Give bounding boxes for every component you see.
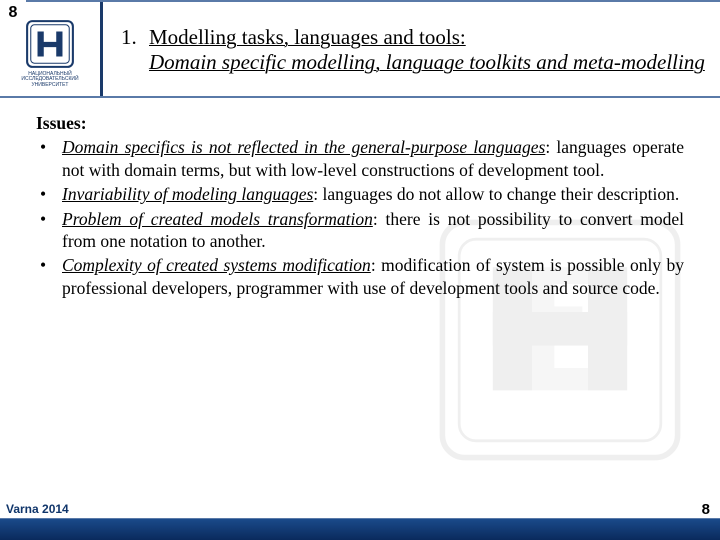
footer-bar bbox=[0, 518, 720, 540]
logo-caption: НАЦИОНАЛЬНЫЙ ИССЛЕДОВАТЕЛЬСКИЙУНИВЕРСИТЕ… bbox=[0, 72, 100, 89]
footer-page-number: 8 bbox=[702, 501, 710, 518]
issues-list: Domain specifics is not reflected in the… bbox=[36, 136, 684, 299]
title-line2-text: Domain specific modelling, language tool… bbox=[121, 50, 710, 75]
list-item: Invariability of modeling languages: lan… bbox=[36, 183, 684, 205]
list-item: Complexity of created systems modificati… bbox=[36, 254, 684, 299]
slide-body: Issues: Domain specifics is not reflecte… bbox=[0, 98, 720, 299]
slide-header: 8 НАЦИОНАЛЬНЫЙ ИССЛЕДОВАТЕЛЬСКИЙУНИВЕРСИ… bbox=[0, 0, 720, 98]
title-number: 1. bbox=[121, 25, 149, 50]
title-line1-text: Modelling tasks, languages and tools: bbox=[149, 25, 466, 49]
list-item: Problem of created models transformation… bbox=[36, 208, 684, 253]
footer-venue: Varna 2014 bbox=[6, 502, 69, 516]
issues-heading: Issues: bbox=[36, 112, 684, 134]
slide-title: 1.Modelling tasks, languages and tools: … bbox=[103, 2, 720, 96]
list-item: Domain specifics is not reflected in the… bbox=[36, 136, 684, 181]
corner-slide-number: 8 bbox=[0, 0, 26, 26]
hse-logo-icon bbox=[24, 18, 76, 70]
